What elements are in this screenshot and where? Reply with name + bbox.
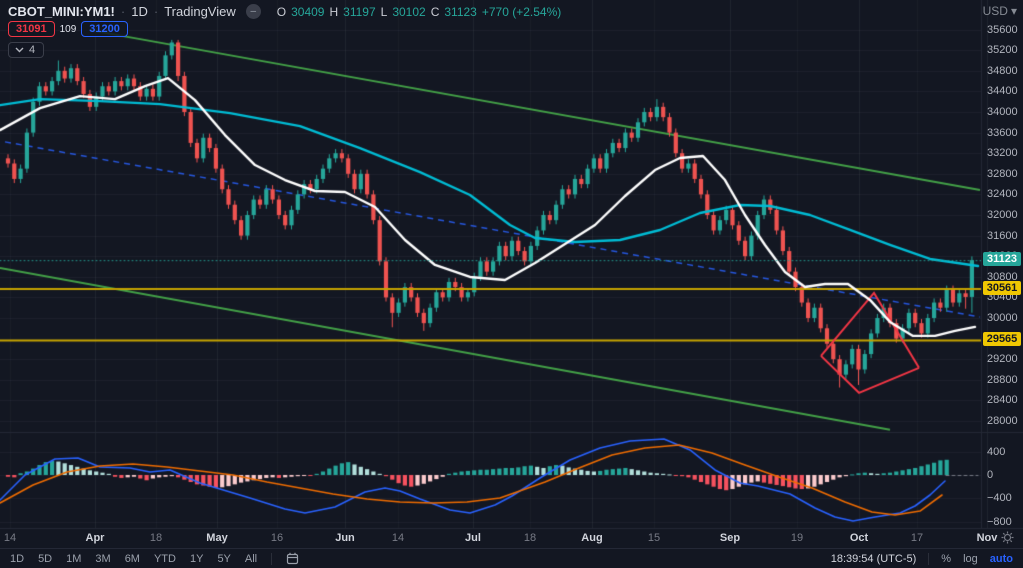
high-value: 31197 xyxy=(343,4,376,19)
chevron-down-icon xyxy=(15,47,24,53)
alert-badge-red[interactable]: 31091 xyxy=(8,21,55,37)
macd-axis[interactable]: 400 0 −400 −800 xyxy=(981,0,1023,528)
time-axis-label-16: 16 xyxy=(270,532,284,544)
price-tick-label: 28000 xyxy=(987,415,1018,427)
time-axis-label-sep: Sep xyxy=(719,532,741,544)
range-button-ytd[interactable]: YTD xyxy=(153,552,176,565)
price-tick-label: 30000 xyxy=(987,312,1018,324)
macd-tick-label: −800 xyxy=(987,515,1012,528)
time-axis-label-15: 15 xyxy=(647,532,661,544)
overlay-mini-label: 109 xyxy=(59,23,77,35)
price-tick-label: 31600 xyxy=(987,229,1018,242)
bottom-toolbar: 1D 5D 1M 3M 6M YTD 1Y 5Y All 18:39:54 (UTC-5) % … xyxy=(0,548,1023,568)
timeframe-label[interactable]: 1D xyxy=(131,4,148,19)
alert-level-lower-badge[interactable]: 29565 xyxy=(983,332,1021,347)
price-tick-label: 32000 xyxy=(987,209,1018,221)
range-button-5d[interactable]: 5D xyxy=(38,552,53,565)
hide-indicator-icon[interactable]: – xyxy=(245,4,261,19)
toolbar-divider xyxy=(271,552,273,565)
caret-down-icon: ▾ xyxy=(1010,4,1017,18)
platform-label: TradingView xyxy=(164,4,236,19)
percent-scale-button[interactable]: % xyxy=(941,552,952,565)
change-value: +770 (+2.54%) xyxy=(481,4,562,19)
price-tick-label: 33600 xyxy=(987,126,1018,139)
toolbar-divider xyxy=(928,552,930,565)
axis-settings-gear-icon[interactable] xyxy=(1001,531,1014,549)
close-label: C xyxy=(430,4,440,19)
open-label: O xyxy=(276,4,287,19)
range-button-all[interactable]: All xyxy=(244,552,258,565)
open-value: 30409 xyxy=(291,4,325,19)
close-value: 31123 xyxy=(444,4,477,19)
candle-counter-value: 4 xyxy=(29,44,36,56)
alert-level-upper-badge[interactable]: 30561 xyxy=(983,281,1021,296)
high-label: H xyxy=(329,4,339,19)
chart-header: CBOT_MINI:YM1! · 1D · TradingView – O 304… xyxy=(8,4,561,19)
price-tick-label: 32400 xyxy=(987,188,1018,201)
clock-display[interactable]: 18:39:54 (UTC-5) xyxy=(830,552,917,565)
log-scale-button[interactable]: log xyxy=(963,552,978,565)
time-axis-label-oct: Oct xyxy=(849,532,869,544)
time-axis-label-14: 14 xyxy=(3,532,17,544)
price-axis[interactable]: 35600 35200 34800 34400 34000 33600 33200 32800… xyxy=(981,0,1023,528)
price-tick-label: 28400 xyxy=(987,394,1018,407)
time-axis-label-17: 17 xyxy=(910,532,924,544)
macd-tick-label: 0 xyxy=(987,469,994,481)
time-axis-label-14: 14 xyxy=(391,532,405,544)
currency-label: USD xyxy=(982,4,1008,18)
macd-tick-label: −400 xyxy=(987,492,1012,505)
symbol-title[interactable]: CBOT_MINI:YM1! xyxy=(8,4,115,19)
price-tick-label: 29200 xyxy=(987,353,1018,366)
range-button-5y[interactable]: 5Y xyxy=(217,552,231,565)
time-axis-label-18: 18 xyxy=(149,532,163,544)
price-tick-label: 34400 xyxy=(987,85,1018,98)
toolbar-right-group: 18:39:54 (UTC-5) % log auto xyxy=(830,552,1013,565)
time-axis-label-nov: Nov xyxy=(976,532,998,544)
price-tick-label: 32800 xyxy=(987,167,1018,180)
separator-dot: · xyxy=(120,4,126,19)
time-axis-label-jun: Jun xyxy=(335,532,355,544)
price-tick-label: 34800 xyxy=(987,64,1018,77)
price-tick-label: 33200 xyxy=(987,147,1018,160)
time-axis-label-apr: Apr xyxy=(85,532,105,544)
range-button-3m[interactable]: 3M xyxy=(95,552,111,565)
time-axis[interactable]: 14 Apr 18 May 16 Jun 14 Jul 18 Aug 15 Sep 19 Oct 17 Nov xyxy=(0,529,1023,548)
time-axis-label-19: 19 xyxy=(790,532,804,544)
price-alert-badges: 31091 109 31200 xyxy=(8,21,128,37)
separator-dot: · xyxy=(153,4,159,19)
alert-badge-blue[interactable]: 31200 xyxy=(81,21,128,37)
range-button-6m[interactable]: 6M xyxy=(124,552,140,565)
price-tick-label: 35600 xyxy=(987,23,1018,36)
candle-counter-pill[interactable]: 4 xyxy=(8,42,45,58)
range-button-1d[interactable]: 1D xyxy=(10,552,25,565)
price-tick-label: 28800 xyxy=(987,373,1018,386)
time-axis-label-may: May xyxy=(206,532,228,544)
currency-dropdown[interactable]: USD ▾ xyxy=(983,4,1017,18)
time-axis-label-aug: Aug xyxy=(581,532,603,544)
time-axis-label-18: 18 xyxy=(523,532,537,544)
last-price-badge[interactable]: 31123 xyxy=(983,252,1021,267)
low-value: 30102 xyxy=(392,4,426,19)
macd-tick-label: 400 xyxy=(987,445,1006,458)
range-buttons-group: 1D 5D 1M 3M 6M YTD 1Y 5Y All xyxy=(10,552,299,565)
auto-scale-button[interactable]: auto xyxy=(989,552,1013,565)
price-tick-label: 30800 xyxy=(987,270,1018,283)
time-axis-label-jul: Jul xyxy=(465,532,481,544)
price-tick-label: 35200 xyxy=(987,44,1018,57)
range-button-1m[interactable]: 1M xyxy=(66,552,82,565)
price-tick-label: 34000 xyxy=(987,106,1018,118)
ohlc-readout: O 30409 H 31197 L 30102 C 31123 +770 (+2.54%… xyxy=(277,5,561,19)
range-button-1y[interactable]: 1Y xyxy=(189,552,204,565)
go-to-date-calendar-icon[interactable] xyxy=(286,552,299,565)
low-label: L xyxy=(380,4,388,19)
